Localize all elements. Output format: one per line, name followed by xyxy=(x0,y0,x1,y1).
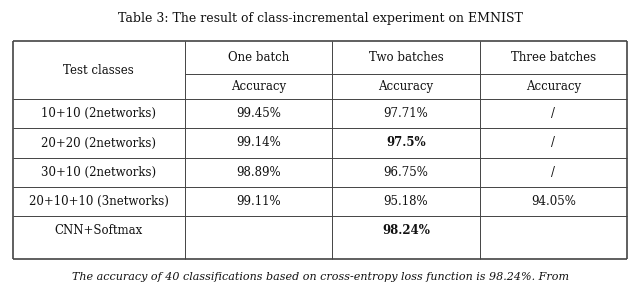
Text: One batch: One batch xyxy=(228,51,289,64)
Text: 95.18%: 95.18% xyxy=(384,195,428,208)
Text: 98.89%: 98.89% xyxy=(236,166,281,178)
Text: The accuracy of 40 classifications based on cross-entropy loss function is 98.24: The accuracy of 40 classifications based… xyxy=(72,272,568,282)
Text: /: / xyxy=(552,166,556,178)
Text: Accuracy: Accuracy xyxy=(526,80,581,93)
Text: Two batches: Two batches xyxy=(369,51,444,64)
Text: Test classes: Test classes xyxy=(63,64,134,77)
Text: 96.75%: 96.75% xyxy=(383,166,428,178)
Text: Accuracy: Accuracy xyxy=(231,80,286,93)
Text: Table 3: The result of class-incremental experiment on EMNIST: Table 3: The result of class-incremental… xyxy=(118,12,522,25)
Text: 99.14%: 99.14% xyxy=(236,136,281,150)
Text: 97.71%: 97.71% xyxy=(383,107,428,120)
Text: 94.05%: 94.05% xyxy=(531,195,576,208)
Text: /: / xyxy=(552,136,556,150)
Text: 10+10 (2networks): 10+10 (2networks) xyxy=(42,107,156,120)
Text: 98.24%: 98.24% xyxy=(382,224,430,237)
Text: 30+10 (2networks): 30+10 (2networks) xyxy=(41,166,156,178)
Text: Accuracy: Accuracy xyxy=(378,80,433,93)
Text: 20+10+10 (3networks): 20+10+10 (3networks) xyxy=(29,195,169,208)
Text: /: / xyxy=(552,107,556,120)
Text: Three batches: Three batches xyxy=(511,51,596,64)
Text: 97.5%: 97.5% xyxy=(386,136,426,150)
Text: 20+20 (2networks): 20+20 (2networks) xyxy=(42,136,156,150)
Text: 99.45%: 99.45% xyxy=(236,107,281,120)
Text: CNN+Softmax: CNN+Softmax xyxy=(54,224,143,237)
Text: 99.11%: 99.11% xyxy=(236,195,281,208)
